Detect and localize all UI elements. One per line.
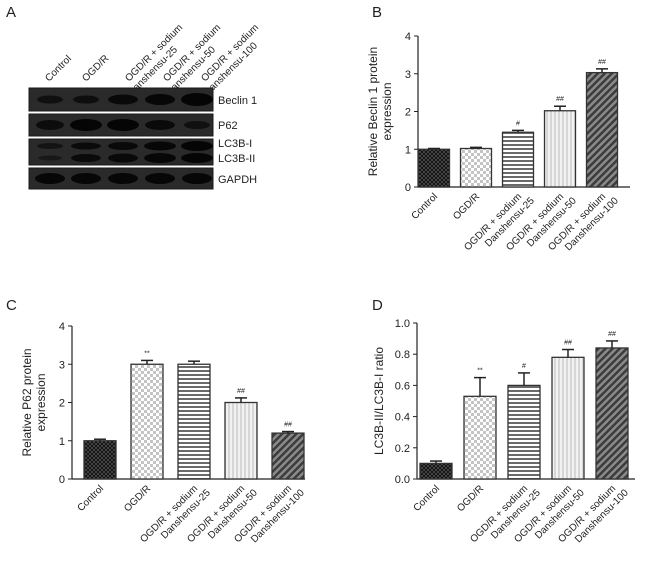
blot-band (108, 94, 138, 105)
bar (177, 363, 211, 480)
bar (130, 363, 164, 480)
y-tick-label: 0.8 (395, 349, 410, 361)
y-axis-label: Relative Beclin 1 proteinexpression (366, 47, 394, 176)
blot-row-label: GAPDH (218, 174, 257, 186)
significance-marker: # (522, 363, 526, 370)
bar (224, 401, 258, 480)
blot-band (71, 154, 101, 162)
blot-band (71, 173, 101, 184)
y-tick-label: 3 (59, 359, 65, 371)
x-tick-label: OGD/R (451, 191, 482, 222)
y-tick-label: 0.2 (395, 443, 410, 455)
panel-letter-b: B (372, 4, 383, 21)
blot-band (36, 120, 64, 130)
y-tick-label: 2 (405, 107, 411, 119)
bar (507, 384, 541, 480)
bar (271, 432, 305, 480)
panel-letter-a: A (6, 4, 17, 21)
significance-marker: ** (144, 350, 150, 357)
significance-marker: ** (477, 368, 483, 375)
bar-chart-p62: 0 1 2 3 4 Relative P62 proteinexpression Contr… (20, 321, 307, 545)
bar (417, 148, 451, 188)
y-tick-label: 0.4 (395, 412, 410, 424)
bar (419, 462, 453, 480)
significance-marker: ## (598, 59, 606, 66)
blot-band (108, 173, 138, 184)
y-tick-label: 4 (59, 321, 65, 333)
blot-band (184, 121, 210, 129)
blot-row-label: LC3B-II (218, 153, 255, 165)
significance-marker: ## (564, 340, 572, 347)
blot-band (37, 143, 63, 149)
blot-row-label: P62 (218, 120, 238, 132)
x-tick-label: Control (76, 483, 107, 514)
bar-chart-beclin1: 0 1 2 3 4 Relative Beclin 1 proteinexpression… (366, 31, 630, 253)
x-tick-label: Control (410, 191, 441, 222)
blot-band (73, 95, 99, 104)
blot-row-label: Beclin 1 (218, 95, 257, 107)
blot-band (145, 120, 175, 130)
lane-label: OGD/R (80, 53, 111, 84)
x-tick-label: Control (412, 483, 443, 514)
panel-letter-d: D (372, 297, 383, 314)
significance-marker: ## (237, 388, 245, 395)
blot-band (181, 141, 213, 151)
blot-band (144, 141, 176, 151)
blot-band (70, 119, 102, 131)
y-axis-label: LC3B-II/LC3B-I ratio (372, 347, 386, 455)
blot-band (181, 93, 213, 106)
blot-band (108, 142, 138, 150)
blot-band (107, 119, 139, 131)
bar-chart-lc3b-ratio: 0.0 0.2 0.4 0.6 0.8 1.0 LC3B-II/LC3B-I ratio Co… (372, 318, 635, 545)
blot-band (145, 94, 175, 105)
blot-band (71, 142, 101, 150)
blot-band (181, 153, 213, 163)
blot-band (145, 173, 175, 184)
blot-band (38, 155, 62, 161)
bar (459, 147, 493, 188)
significance-marker: # (516, 120, 520, 127)
x-tick-label: OGD/R (455, 483, 486, 514)
y-tick-label: 1.0 (395, 318, 410, 330)
blot-band (35, 173, 65, 184)
bar (543, 110, 577, 188)
bar (83, 440, 117, 480)
y-tick-label: 3 (405, 69, 411, 81)
western-blot-panel: Control OGD/R OGD/R + sodiumDanshensu-25OG… (28, 22, 261, 190)
y-tick-label: 0.0 (395, 474, 410, 486)
lane-label: Control (43, 54, 74, 85)
significance-marker: ## (608, 331, 616, 338)
blot-band (182, 173, 212, 184)
y-tick-label: 0 (59, 474, 65, 486)
panel-letter-c: C (6, 297, 17, 314)
blot-band (144, 153, 176, 163)
y-tick-label: 0 (405, 182, 411, 194)
bar (551, 356, 585, 480)
bar (463, 395, 497, 480)
y-axis-label: Relative P62 proteinexpression (20, 348, 48, 456)
y-tick-label: 1 (405, 144, 411, 156)
bar (595, 347, 629, 480)
x-tick-label: OGD/R (122, 483, 153, 514)
bar (501, 131, 535, 188)
blot-band (108, 153, 138, 163)
significance-marker: ## (284, 422, 292, 429)
significance-marker: ## (556, 96, 564, 103)
blot-row-label: LC3B-I (218, 138, 252, 150)
y-tick-label: 0.6 (395, 380, 410, 392)
blot-band (37, 95, 63, 104)
y-tick-label: 4 (405, 31, 411, 43)
y-tick-label: 1 (59, 436, 65, 448)
y-tick-label: 2 (59, 398, 65, 410)
bar (585, 71, 619, 188)
